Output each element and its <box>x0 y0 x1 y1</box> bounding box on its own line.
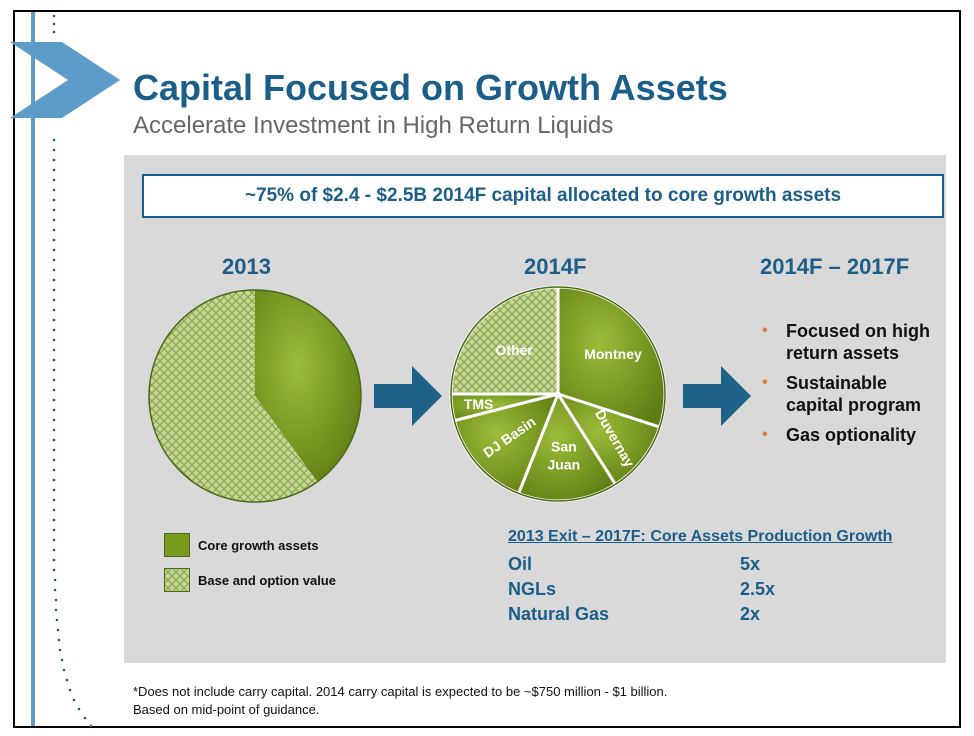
legend-item-core: Core growth assets <box>164 533 319 557</box>
callout-box: ~75% of $2.4 - $2.5B 2014F capital alloc… <box>142 174 944 218</box>
right-arrow-icon <box>683 366 751 426</box>
growth-value: 5x <box>740 554 761 574</box>
left-accent-line <box>31 12 35 726</box>
legend-label-base: Base and option value <box>198 572 336 588</box>
period-2013-label: 2013 <box>222 254 271 279</box>
growth-row-natural-gas: Natural Gas 2x <box>508 604 808 625</box>
bullet-dot-icon: • <box>762 426 768 443</box>
pie-label: San Juan <box>547 439 580 473</box>
pie-label: Montney <box>584 346 642 362</box>
pie-outline <box>450 286 666 502</box>
chevron-logo-icon <box>10 42 120 118</box>
period-2014-label: 2014F <box>524 254 587 279</box>
growth-row-ngls: NGLs 2.5x <box>508 579 808 600</box>
period-range-label: 2014F – 2017F <box>760 254 910 279</box>
pie-label: Other <box>495 342 533 358</box>
growth-label: Natural Gas <box>508 604 610 624</box>
footnote-2: Based on mid-point of guidance. <box>133 702 320 717</box>
pie-label: TMS <box>464 396 494 412</box>
growth-label: NGLs <box>508 579 557 599</box>
bullet-dot-icon: • <box>762 374 768 391</box>
pie-slice-other <box>449 285 560 396</box>
bullet-item: • Focused on high return assets <box>762 321 930 363</box>
decorative-dots <box>10 14 120 728</box>
page-subtitle: Accelerate Investment in High Return Liq… <box>133 112 614 139</box>
page-title: Capital Focused on Growth Assets <box>133 67 728 108</box>
growth-table-title: 2013 Exit – 2017F: Core Assets Productio… <box>508 528 893 545</box>
pie-slice-core-growth-assets <box>255 290 361 482</box>
slide-frame <box>13 10 961 728</box>
bullet-dot-icon: • <box>762 322 768 339</box>
growth-label: Oil <box>508 554 533 574</box>
pie-outline <box>148 289 362 503</box>
legend-swatch-core <box>164 533 190 557</box>
legend-label-core: Core growth assets <box>198 537 319 553</box>
growth-row-oil: Oil 5x <box>508 554 808 575</box>
bullet-item: • Gas optionality <box>762 425 917 445</box>
bullet-item: • Sustainable capital program <box>762 373 922 415</box>
footnote-1: *Does not include carry capital. 2014 ca… <box>133 684 668 699</box>
bullet-list: • Focused on high return assets • Sustaina… <box>758 320 948 454</box>
right-arrow-icon <box>374 366 442 426</box>
growth-value: 2x <box>740 604 761 624</box>
legend-item-base: Base and option value <box>164 568 336 592</box>
pie-chart-2013 <box>148 289 362 503</box>
growth-value: 2.5x <box>740 579 776 599</box>
pie-slice-base-and-option-value <box>149 290 318 502</box>
legend-swatch-base <box>164 568 190 592</box>
